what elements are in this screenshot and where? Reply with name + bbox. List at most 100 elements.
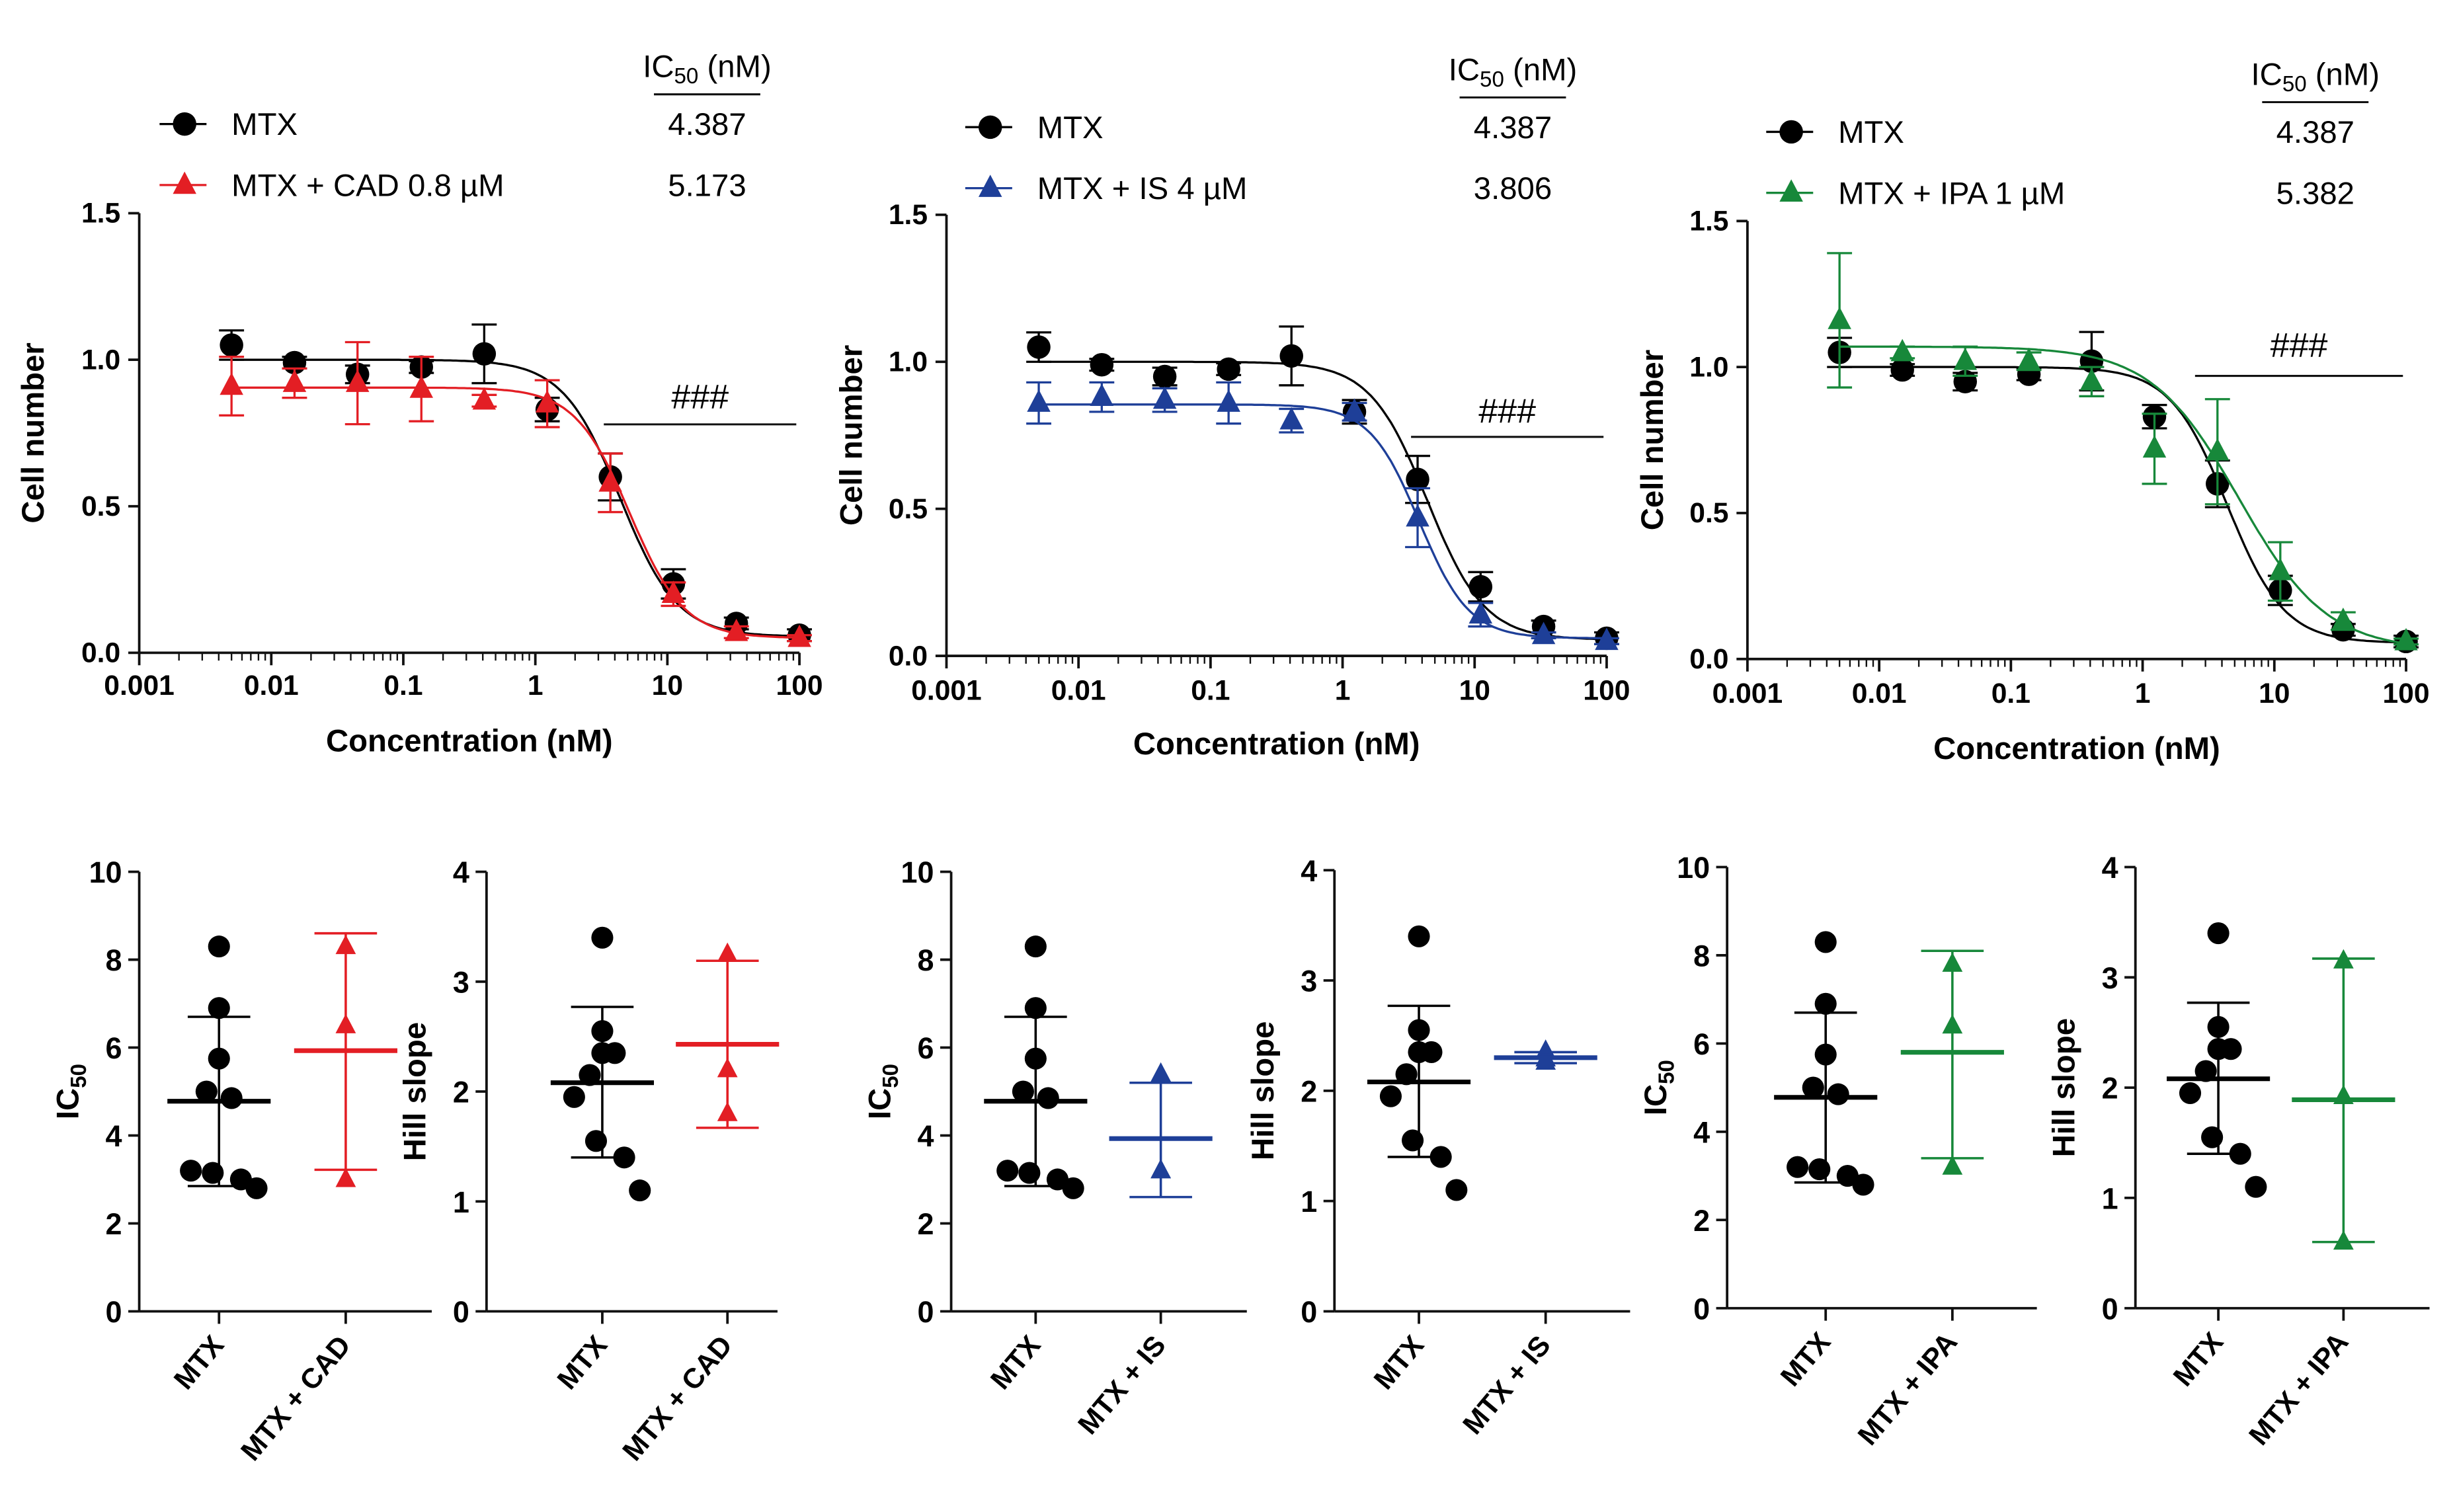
y-tick-label: 0.0 <box>81 637 120 669</box>
ic50-header: IC50 (nM) <box>1449 52 1578 91</box>
y-tick-label: 10 <box>1677 851 1710 885</box>
y-tick-label: 2 <box>106 1207 122 1241</box>
fit-curve <box>1839 366 2407 644</box>
scatter-chart-2: 0 1 2 3 4 Hill slope MTX MTX + CAD <box>398 855 780 1467</box>
data-point <box>409 376 434 398</box>
data-point <box>1402 1129 1424 1152</box>
ic50-value: 5.173 <box>668 168 746 203</box>
y-tick-label: 0.5 <box>889 493 928 525</box>
data-point <box>335 1168 356 1187</box>
dose-response-chart-3: 0.0 0.5 1.0 1.5 0.001 0.01 0.1 1 10 100 Concentrat… <box>1635 57 2429 766</box>
y-axis-title-main: IC <box>1638 1084 1673 1115</box>
y-axis-title: Hill slope <box>1246 1021 1281 1160</box>
legend-label: MTX + IPA 1 µM <box>1838 176 2065 211</box>
x-tick-label: 1 <box>528 670 543 701</box>
data-point <box>2142 435 2167 458</box>
data-point <box>472 387 497 410</box>
data-point <box>1024 997 1047 1019</box>
x-tick-label: 0.1 <box>383 670 422 701</box>
data-point <box>1406 504 1429 527</box>
y-axis-title-sub: 50 <box>879 1064 903 1088</box>
data-point <box>245 1177 268 1199</box>
y-tick-label: 0.5 <box>81 491 120 522</box>
x-tick-label: 1 <box>2135 678 2151 709</box>
scatter-chart-1: 0 2 4 6 8 10 IC50 MTX MTX + CAD <box>50 855 432 1467</box>
x-tick-label: 10 <box>652 670 683 701</box>
data-point <box>208 935 230 958</box>
x-tick-label: 10 <box>1459 674 1490 706</box>
y-tick-label: 0 <box>918 1295 934 1329</box>
y-tick-label: 4 <box>918 1119 934 1153</box>
legend-marker-circle-icon <box>173 112 196 136</box>
y-axis-title: Hill slope <box>398 1022 433 1161</box>
x-axis-title: Concentration (nM) <box>326 723 613 758</box>
x-tick-label: MTX + IPA <box>2243 1326 2354 1451</box>
data-point <box>2206 438 2230 461</box>
data-point <box>1420 1041 1443 1064</box>
data-point <box>661 580 686 603</box>
y-tick-label: 1.5 <box>889 199 928 231</box>
legend-label: MTX <box>231 107 298 142</box>
data-point <box>472 342 497 366</box>
y-axis-title: Cell number <box>1635 350 1670 530</box>
x-tick-label: 100 <box>776 670 823 701</box>
x-tick-label: 0.001 <box>911 674 982 706</box>
data-point <box>1468 575 1493 599</box>
y-tick-label: 4 <box>453 855 469 889</box>
x-tick-label: 0.001 <box>104 670 175 701</box>
y-tick-label: 4 <box>2102 851 2118 885</box>
data-point <box>1787 1156 1809 1178</box>
y-tick-label: 0.5 <box>1689 497 1728 529</box>
data-point <box>584 1130 608 1152</box>
y-tick-label: 2 <box>1301 1074 1317 1108</box>
ic50-value: 3.806 <box>1474 171 1552 206</box>
legend-marker-triangle-icon <box>1779 179 1803 202</box>
data-point <box>1890 338 1914 362</box>
data-point <box>2179 1082 2202 1105</box>
data-point <box>724 618 748 641</box>
fit-curve <box>1039 360 1607 641</box>
y-tick-label: 6 <box>1693 1027 1710 1061</box>
series-is: MTX + IS 4 µM 3.806 <box>965 171 1619 651</box>
y-axis-title: IC50 <box>1638 1060 1679 1115</box>
data-point <box>563 1086 585 1108</box>
data-point <box>1027 335 1051 359</box>
x-axis-title: Concentration (nM) <box>1133 727 1420 762</box>
y-tick-label: 1 <box>453 1185 469 1219</box>
legend-marker-circle-icon <box>1779 120 1803 144</box>
y-tick-label: 0 <box>1693 1292 1710 1326</box>
y-tick-label: 0 <box>106 1295 122 1329</box>
data-point <box>604 1042 626 1064</box>
y-tick-label: 2 <box>918 1207 934 1241</box>
fit-curve <box>231 386 800 639</box>
data-point <box>1342 398 1367 421</box>
x-tick-label: 1 <box>1335 674 1351 706</box>
y-axis-title-main: IC <box>50 1088 85 1119</box>
y-tick-label: 1.5 <box>1689 206 1728 237</box>
y-tick-label: 8 <box>106 943 122 977</box>
data-point <box>1942 1155 1963 1175</box>
legend-marker-circle-icon <box>978 115 1002 139</box>
x-tick-label: 0.1 <box>1191 674 1230 706</box>
y-tick-label: 1.0 <box>1689 351 1728 383</box>
data-point <box>1152 386 1177 409</box>
y-tick-label: 3 <box>1301 965 1317 998</box>
y-tick-label: 1 <box>1301 1185 1317 1218</box>
data-point <box>1953 347 1978 370</box>
data-point <box>1090 352 1114 377</box>
data-point <box>717 942 738 962</box>
data-point <box>1595 627 1619 651</box>
data-point <box>598 469 622 492</box>
data-point <box>1012 1080 1034 1103</box>
data-point <box>591 926 614 949</box>
data-point <box>202 1162 224 1184</box>
y-axis-title-sub: 50 <box>1655 1060 1679 1084</box>
y-tick-label: 0.0 <box>889 640 928 672</box>
x-tick-label: MTX + IS <box>1457 1330 1557 1441</box>
ic50-value: 5.382 <box>2276 176 2354 211</box>
ic50-header-unit: (nM) <box>2307 57 2380 92</box>
y-axis-title-main: IC <box>862 1088 897 1119</box>
data-point <box>1279 407 1303 430</box>
ic50-header-main: IC <box>643 50 674 85</box>
